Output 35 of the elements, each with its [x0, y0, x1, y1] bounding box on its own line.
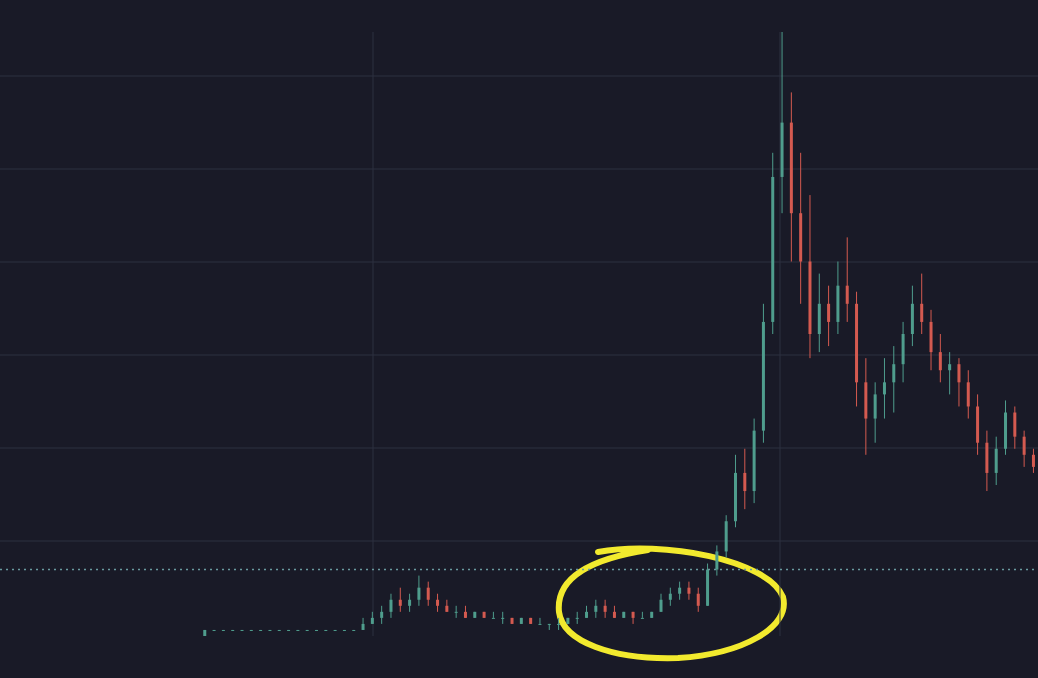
- candlestick: [436, 593, 440, 613]
- candlestick: [426, 581, 430, 607]
- candlestick: [603, 599, 607, 619]
- candlestick: [557, 617, 561, 631]
- candlestick: [696, 587, 700, 613]
- candlestick: [948, 351, 952, 395]
- candlestick: [938, 333, 942, 383]
- candlestick: [631, 611, 635, 625]
- candlestick: [678, 581, 682, 601]
- candlestick: [361, 617, 365, 631]
- candlestick: [501, 611, 505, 625]
- candlestick: [454, 605, 458, 619]
- candlestick: [715, 544, 719, 577]
- candlestick: [743, 448, 747, 510]
- candlestick: [659, 593, 663, 613]
- candlestick: [398, 587, 402, 613]
- candlestick: [389, 593, 393, 619]
- candlestick: [575, 611, 579, 625]
- candlestick: [957, 357, 961, 407]
- candlestick: [1031, 448, 1035, 474]
- candlestick: [1022, 430, 1026, 468]
- candlestick: [920, 273, 924, 335]
- candlestick: [892, 345, 896, 414]
- candlestick: [845, 236, 849, 323]
- candlestick: [380, 605, 384, 625]
- candlestick: [668, 587, 672, 607]
- candlestick: [538, 617, 542, 625]
- candlestick: [417, 575, 421, 607]
- candlestick: [640, 611, 644, 619]
- candlestick: [594, 599, 598, 619]
- candlestick: [827, 285, 831, 347]
- candlestick: [687, 581, 691, 601]
- candlestick: [408, 593, 412, 613]
- candlestick: [882, 357, 886, 420]
- candlestick: [491, 611, 495, 619]
